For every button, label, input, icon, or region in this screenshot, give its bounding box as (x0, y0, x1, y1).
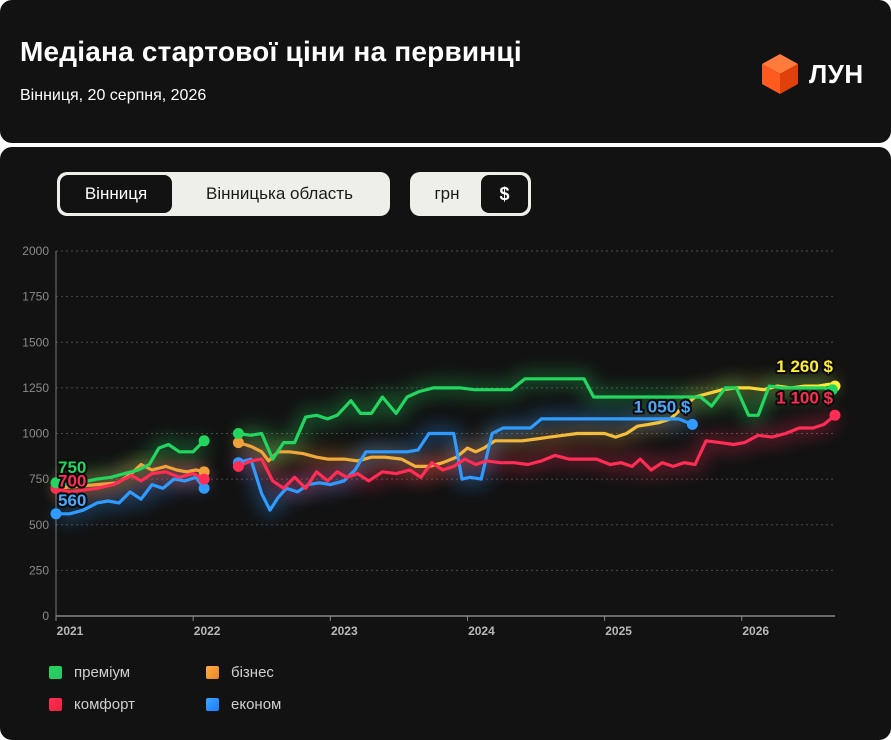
series-dot-comfort (232, 460, 244, 472)
start-label-econom: 560 (58, 491, 86, 510)
end-label-econom: 1 050 $ (634, 397, 691, 416)
chart-card: Вінниця Вінницька область грн $ 0 250 500 7… (0, 147, 891, 740)
series-dot-comfort (198, 473, 210, 485)
y-tick-label: 1250 (22, 381, 49, 395)
series-line-econom (236, 417, 694, 512)
lun-logo: ЛУН (760, 52, 864, 96)
x-tick-label: 2026 (742, 624, 769, 638)
series-dots (50, 380, 841, 520)
chart-legend: преміум бізнес комфорт економ (49, 664, 369, 724)
series-dot-premium (826, 384, 838, 396)
region-option-oblast[interactable]: Вінницька область (206, 184, 353, 203)
series-dot-econom (50, 508, 62, 520)
start-label-premium-outline: 750 (58, 458, 86, 477)
y-tick-label: 1750 (22, 290, 49, 304)
legend-label-business: бізнес (231, 664, 274, 681)
legend-item-premium[interactable]: преміум (49, 664, 130, 681)
series-dot-premium (198, 435, 210, 447)
region-option-city[interactable]: Вінниця (60, 175, 172, 213)
series-dot-premium (50, 477, 62, 489)
legend-label-premium: преміум (74, 664, 131, 681)
legend-item-business[interactable]: бізнес (206, 664, 274, 681)
x-tick-label: 2025 (605, 624, 632, 638)
x-tick-label: 2024 (468, 624, 495, 638)
page-title: Медіана стартової ціни на первинці (20, 36, 522, 67)
currency-toggle: грн $ (410, 172, 531, 216)
start-label-econom-outline: 560 (58, 491, 86, 510)
region-toggle: Вінниця Вінницька область (57, 172, 390, 216)
lun-cube-icon (762, 54, 798, 94)
legend-item-comfort[interactable]: комфорт (49, 696, 135, 713)
chart-axes: 0 250 500 750 1000 1250 1500 1750 2000 2021 2022 20… (22, 244, 835, 638)
start-label-comfort-outline: 700 (58, 471, 86, 490)
legend-label-econom: економ (231, 696, 282, 713)
series-lines (54, 377, 837, 516)
y-tick-label: 500 (29, 518, 49, 532)
legend-label-comfort: комфорт (74, 696, 135, 713)
series-dot-econom (198, 482, 210, 494)
legend-swatch-business (206, 666, 219, 679)
legend-swatch-econom (206, 698, 219, 711)
end-label-comfort-outline: 1 100 $ (776, 388, 833, 407)
series-dot-comfort (829, 409, 841, 421)
y-tick-label: 2000 (22, 244, 49, 258)
y-tick-label: 1500 (22, 335, 49, 349)
series-line-econom (54, 475, 206, 516)
series-dot-econom (686, 418, 698, 430)
y-tick-label: 750 (29, 472, 49, 486)
series-line-comfort (54, 470, 206, 494)
legend-swatch-premium (49, 666, 62, 679)
legend-item-econom[interactable]: економ (206, 696, 281, 713)
end-label-business-outline: 1 260 $ (776, 357, 833, 376)
series-line-premium (236, 377, 834, 461)
end-label-comfort: 1 100 $ (776, 388, 833, 407)
legend-swatch-comfort (49, 698, 62, 711)
price-chart: 0 250 500 750 1000 1250 1500 1750 2000 2021 2022 20… (22, 244, 841, 638)
start-label-premium: 750 (58, 458, 86, 477)
series-dot-business (232, 437, 244, 449)
series-line-premium (54, 439, 206, 487)
series-dot-premium (232, 428, 244, 439)
start-label-comfort: 700 (58, 471, 86, 490)
y-tick-label: 1000 (22, 427, 49, 441)
y-tick-label: 0 (42, 609, 49, 623)
logo-text: ЛУН (809, 58, 864, 89)
header-card: Медіана стартової ціни на первинці Вінни… (0, 0, 891, 143)
x-tick-label: 2022 (194, 624, 221, 638)
y-tick-label: 250 (29, 563, 49, 577)
series-line-comfort (236, 413, 837, 490)
end-label-econom-outline: 1 050 $ (634, 397, 691, 416)
x-tick-label: 2023 (331, 624, 358, 638)
currency-option-usd[interactable]: $ (481, 175, 528, 213)
end-label-business: 1 260 $ (776, 357, 833, 376)
currency-option-uah[interactable]: грн (434, 184, 460, 203)
page-subtitle: Вінниця, 20 серпня, 2026 (20, 87, 207, 104)
x-tick-label: 2021 (57, 624, 84, 638)
